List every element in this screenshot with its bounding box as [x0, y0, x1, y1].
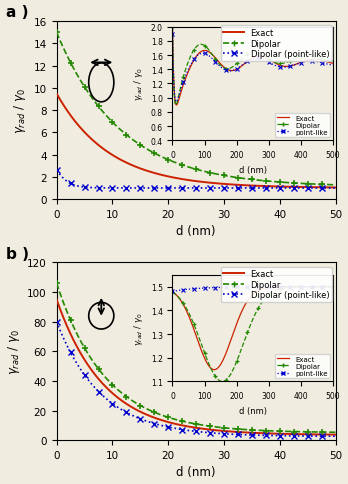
X-axis label: d (nm): d (nm): [176, 225, 216, 238]
X-axis label: d (nm): d (nm): [176, 466, 216, 479]
Legend: Exact, Dipolar, Dipolar (point-like): Exact, Dipolar, Dipolar (point-like): [221, 267, 332, 302]
Text: b ): b ): [6, 246, 29, 261]
Text: a ): a ): [6, 5, 29, 20]
Y-axis label: $\gamma_{rad}$ / $\gamma_0$: $\gamma_{rad}$ / $\gamma_0$: [12, 88, 28, 134]
Legend: Exact, Dipolar, Dipolar (point-like): Exact, Dipolar, Dipolar (point-like): [221, 26, 332, 61]
Y-axis label: $\gamma_{rad}$ / $\gamma_0$: $\gamma_{rad}$ / $\gamma_0$: [6, 329, 22, 375]
